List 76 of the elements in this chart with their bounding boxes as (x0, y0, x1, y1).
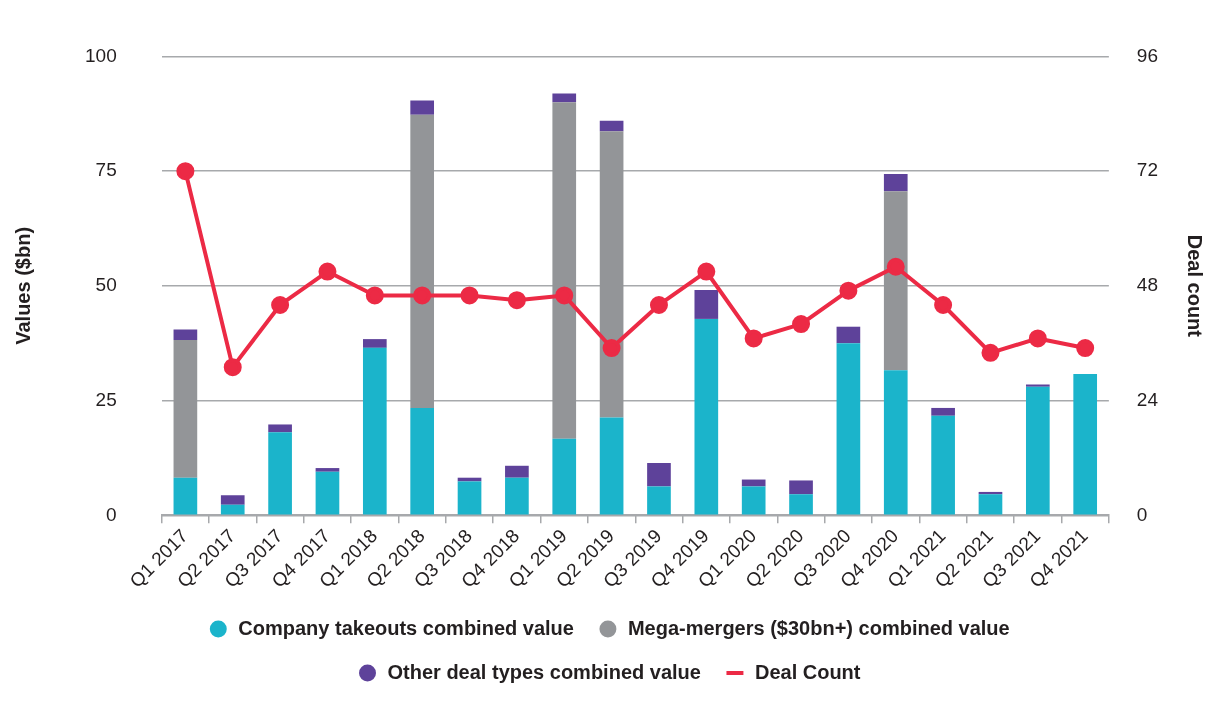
y2-tick-label: 0 (1136, 503, 1148, 525)
bar (315, 471, 340, 515)
bar (694, 290, 719, 319)
bar (789, 480, 813, 495)
bar (931, 407, 955, 416)
bar (789, 494, 813, 515)
bar (505, 477, 529, 515)
y-axis-title: Values ($bn) (11, 226, 34, 345)
bar (552, 438, 577, 515)
bar (505, 465, 529, 478)
point (460, 286, 479, 305)
point (886, 257, 905, 276)
point (507, 291, 526, 310)
point (176, 162, 195, 181)
point (839, 281, 858, 300)
legend-label: Other deal types combined value (387, 660, 701, 683)
bar (173, 477, 198, 515)
bar (1073, 373, 1098, 515)
point (744, 329, 763, 348)
bar (931, 415, 955, 515)
legend-label: Mega-mergers ($30bn+) combined value (627, 616, 1010, 639)
bar (836, 326, 861, 344)
y2-tick-label: 96 (1136, 44, 1159, 66)
bar (1025, 386, 1050, 515)
y2-tick-label: 72 (1136, 159, 1159, 181)
bar (315, 468, 340, 472)
bar (694, 318, 719, 515)
bar (410, 407, 435, 515)
bar (173, 340, 198, 478)
point (223, 358, 242, 377)
point (555, 286, 574, 305)
bar (552, 93, 577, 103)
point (1076, 339, 1095, 358)
bar (978, 494, 1003, 515)
y-tick-label: 100 (85, 44, 117, 66)
y-tick-label: 75 (95, 159, 117, 181)
legend-label: Company takeouts combined value (238, 616, 574, 639)
bar (268, 424, 292, 433)
bar (362, 347, 387, 515)
bar (173, 329, 198, 341)
bar (883, 191, 908, 371)
point (602, 339, 621, 358)
point (934, 295, 953, 314)
bar (599, 120, 624, 132)
point (649, 295, 668, 314)
bar (220, 495, 245, 505)
point (365, 286, 384, 305)
bar (599, 417, 624, 515)
bar (220, 504, 245, 515)
point (318, 262, 337, 281)
y-tick-label: 25 (95, 388, 117, 410)
bar (410, 100, 435, 115)
y-tick-label: 0 (106, 503, 117, 525)
point (271, 295, 290, 314)
bar (647, 486, 671, 515)
legend-label: Deal Count (754, 660, 861, 683)
point (792, 315, 811, 334)
bar (883, 173, 908, 192)
y-tick-label: 50 (95, 274, 117, 296)
y2-axis-title: Deal count (1184, 234, 1207, 338)
y2-tick-label: 24 (1136, 388, 1159, 410)
bar (599, 131, 624, 418)
point (413, 286, 432, 305)
bar (457, 481, 482, 515)
y2-tick-label: 48 (1136, 274, 1159, 296)
bar (647, 463, 671, 487)
bar (268, 432, 292, 515)
bar (836, 343, 861, 515)
bar (883, 370, 908, 515)
bar (410, 114, 435, 408)
bar (362, 339, 387, 348)
point (981, 343, 1000, 362)
bar (552, 102, 577, 439)
point (697, 262, 716, 281)
bar (741, 486, 766, 515)
point (1028, 329, 1047, 348)
